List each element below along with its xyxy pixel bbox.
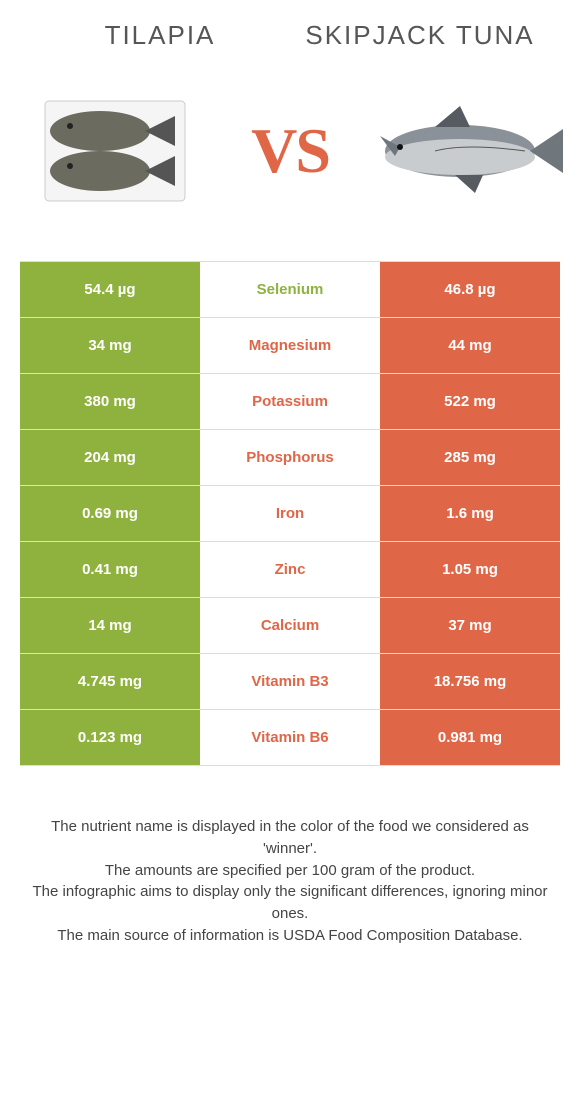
left-value: 380 mg [20,374,200,429]
right-value: 44 mg [380,318,560,373]
nutrient-row: 4.745 mgVitamin B318.756 mg [20,654,560,710]
tilapia-image [15,71,215,231]
nutrient-name: Vitamin B3 [200,654,380,709]
tuna-icon [365,71,565,231]
nutrient-name: Iron [200,486,380,541]
left-value: 0.69 mg [20,486,200,541]
left-value: 4.745 mg [20,654,200,709]
right-value: 285 mg [380,430,560,485]
footer-line: The main source of information is USDA F… [25,925,555,947]
footer-notes: The nutrient name is displayed in the co… [10,816,570,947]
footer-line: The infographic aims to display only the… [25,881,555,925]
tilapia-icon [15,71,215,231]
nutrient-row: 380 mgPotassium522 mg [20,374,560,430]
nutrient-row: 0.41 mgZinc1.05 mg [20,542,560,598]
images-row: VS [10,71,570,231]
left-food-title: TILAPIA [30,20,290,51]
nutrient-row: 34 mgMagnesium44 mg [20,318,560,374]
nutrient-name: Magnesium [200,318,380,373]
right-value: 522 mg [380,374,560,429]
left-value: 204 mg [20,430,200,485]
nutrient-name: Phosphorus [200,430,380,485]
right-value: 37 mg [380,598,560,653]
left-value: 54.4 µg [20,262,200,317]
nutrient-row: 0.123 mgVitamin B60.981 mg [20,710,560,766]
right-food-title: SKIPJACK TUNA [290,20,550,51]
tuna-image [365,71,565,231]
right-value: 18.756 mg [380,654,560,709]
left-value: 14 mg [20,598,200,653]
titles-row: TILAPIA SKIPJACK TUNA [10,20,570,51]
nutrient-row: 0.69 mgIron1.6 mg [20,486,560,542]
infographic-container: TILAPIA SKIPJACK TUNA VS [0,0,580,967]
nutrient-row: 54.4 µgSelenium46.8 µg [20,262,560,318]
left-value: 0.41 mg [20,542,200,597]
nutrient-name: Potassium [200,374,380,429]
left-value: 34 mg [20,318,200,373]
nutrient-row: 14 mgCalcium37 mg [20,598,560,654]
nutrient-table: 54.4 µgSelenium46.8 µg34 mgMagnesium44 m… [20,261,560,766]
right-value: 0.981 mg [380,710,560,765]
right-value: 46.8 µg [380,262,560,317]
footer-line: The amounts are specified per 100 gram o… [25,860,555,882]
vs-label: VS [251,114,329,188]
right-value: 1.05 mg [380,542,560,597]
right-value: 1.6 mg [380,486,560,541]
nutrient-row: 204 mgPhosphorus285 mg [20,430,560,486]
footer-line: The nutrient name is displayed in the co… [25,816,555,860]
nutrient-name: Calcium [200,598,380,653]
nutrient-name: Vitamin B6 [200,710,380,765]
nutrient-name: Zinc [200,542,380,597]
left-value: 0.123 mg [20,710,200,765]
nutrient-name: Selenium [200,262,380,317]
